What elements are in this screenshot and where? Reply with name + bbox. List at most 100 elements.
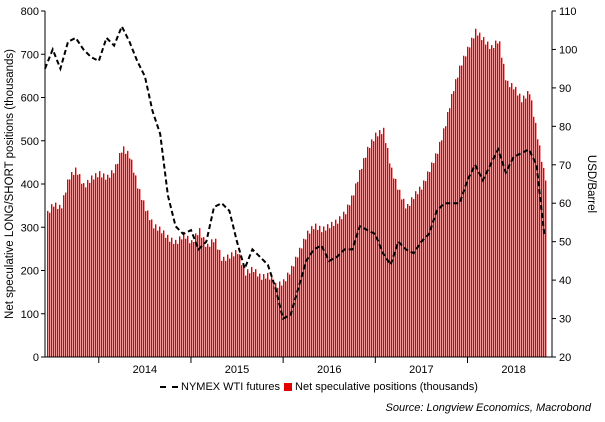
bar: [111, 170, 113, 357]
bar: [119, 153, 121, 357]
bar: [363, 158, 365, 357]
bar: [429, 172, 431, 357]
bar: [503, 63, 505, 357]
left-tick-label: 600: [21, 93, 39, 105]
legend: NYMEX WTI futures Net speculative positi…: [160, 381, 478, 393]
bar: [201, 237, 203, 357]
bar: [113, 173, 115, 357]
bar: [163, 230, 165, 357]
bar: [467, 46, 469, 357]
bar: [123, 146, 125, 357]
bar: [447, 111, 449, 357]
right-tick-label: 100: [559, 44, 577, 56]
bar: [147, 210, 149, 357]
bar: [521, 102, 523, 357]
bar: [329, 228, 331, 357]
bar: [383, 127, 385, 357]
bar: [441, 140, 443, 357]
bar: [213, 242, 215, 357]
bar: [297, 257, 299, 357]
bar: [471, 37, 473, 357]
bar: [295, 256, 297, 357]
bar: [301, 248, 303, 357]
bar: [125, 153, 127, 357]
bar: [81, 183, 83, 357]
bar: [75, 167, 77, 357]
bar: [237, 254, 239, 357]
bar: [221, 260, 223, 357]
legend-label-wti: NYMEX WTI futures: [181, 381, 281, 393]
bar: [257, 276, 259, 357]
wti-futures-line: [44, 23, 546, 321]
bar: [351, 195, 353, 357]
left-tick-label: 400: [21, 179, 39, 191]
bar: [217, 249, 219, 357]
right-tick-label: 30: [559, 314, 571, 326]
bar: [71, 172, 73, 357]
bar: [271, 277, 273, 357]
bar: [265, 278, 267, 357]
bar: [165, 237, 167, 357]
bar: [395, 178, 397, 357]
bar: [507, 80, 509, 357]
bar: [227, 254, 229, 357]
bar: [353, 195, 355, 357]
bar: [385, 143, 387, 357]
bar: [95, 173, 97, 357]
bar: [259, 273, 261, 357]
bar: [427, 171, 429, 357]
bar: [439, 141, 441, 357]
bar: [537, 139, 539, 357]
bar: [173, 243, 175, 357]
bar: [55, 202, 57, 357]
bar: [505, 80, 507, 358]
right-tick-label: 40: [559, 275, 571, 287]
bar: [199, 228, 201, 357]
bar: [323, 226, 325, 357]
bar: [433, 163, 435, 357]
bar: [403, 198, 405, 357]
bar: [435, 153, 437, 357]
bar: [89, 182, 91, 357]
bar: [469, 47, 471, 357]
bar: [203, 237, 205, 357]
bar: [229, 258, 231, 357]
bar: [251, 266, 253, 357]
bar: [63, 195, 65, 357]
bar: [267, 272, 269, 357]
bar: [359, 169, 361, 357]
bar: [189, 243, 191, 357]
bar: [239, 254, 241, 357]
bar: [345, 214, 347, 357]
bar: [389, 163, 391, 357]
bar: [127, 150, 129, 357]
bar: [47, 210, 49, 357]
bar: [87, 179, 89, 357]
bar: [539, 145, 541, 357]
bar: [135, 175, 137, 357]
x-tick-label: 2014: [133, 364, 157, 376]
right-tick-label: 80: [559, 121, 571, 133]
left-tick-label: 500: [21, 136, 39, 148]
bar: [399, 189, 401, 357]
right-tick-label: 60: [559, 198, 571, 210]
bar: [519, 93, 521, 357]
bar: [57, 208, 59, 357]
bar: [245, 275, 247, 357]
right-axis-ticks: 20 30 40 50 60 70 80 90 100 110: [552, 6, 577, 364]
bar: [423, 180, 425, 357]
bar: [501, 57, 503, 357]
bar: [59, 204, 61, 357]
bar: [497, 43, 499, 358]
bar: [287, 272, 289, 357]
bar: [361, 168, 363, 357]
bar: [149, 220, 151, 357]
bar: [367, 146, 369, 357]
bar: [407, 204, 409, 357]
bar: [531, 100, 533, 358]
bar: [543, 167, 545, 357]
bar: [105, 179, 107, 357]
bar: [499, 41, 501, 358]
left-tick-label: 200: [21, 266, 39, 278]
bar: [465, 56, 467, 358]
